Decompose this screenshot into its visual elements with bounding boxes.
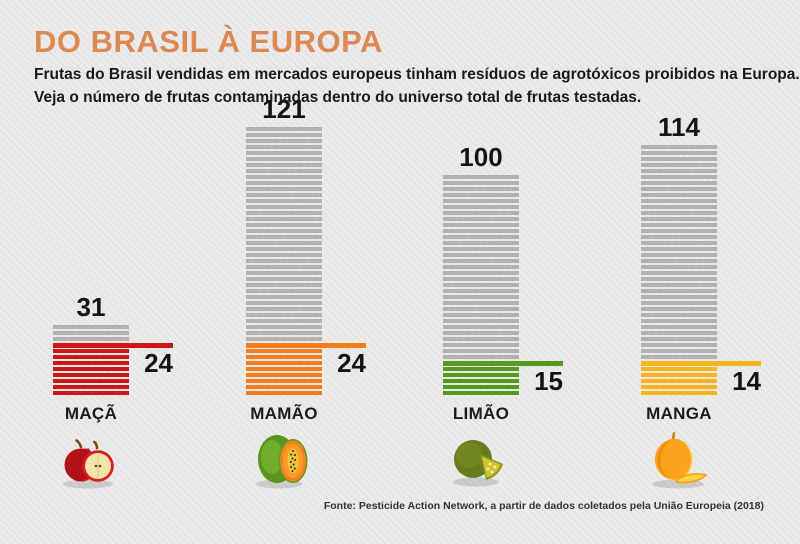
bar-contaminated [443, 361, 519, 395]
apple-icon [53, 428, 129, 490]
lime-icon [443, 428, 519, 490]
papaya-icon [246, 428, 322, 490]
contaminated-value: 15 [534, 366, 563, 396]
total-tested-value: 31 [76, 292, 106, 322]
fruit-name-label: MANGA [646, 404, 712, 423]
page-subtitle: Frutas do Brasil vendidas em mercados eu… [34, 63, 800, 109]
contaminated-value: 24 [144, 348, 173, 378]
subtitle-line-1: Frutas do Brasil vendidas em mercados eu… [34, 66, 800, 83]
total-tested-value: 114 [658, 112, 700, 142]
bar-total-tested [443, 175, 519, 361]
bar-contaminated [246, 343, 322, 395]
contaminated-marker-line [53, 343, 173, 348]
bar-total-tested [641, 145, 717, 361]
fruit-name-label: LIMÃO [452, 404, 510, 423]
fruit-name-label: MAMÃO [250, 404, 318, 423]
fruit-name-label: MAÇÃ [64, 404, 118, 423]
bar-contaminated [641, 361, 717, 395]
contaminated-marker-line [641, 361, 761, 366]
total-tested-value: 121 [262, 94, 306, 124]
contaminated-marker-line [246, 343, 366, 348]
bar-total-tested [53, 325, 129, 343]
contaminated-marker-line [443, 361, 563, 366]
contaminated-value: 24 [337, 348, 366, 378]
bar-contaminated [53, 343, 129, 395]
page-title: DO BRASIL À EUROPA [34, 24, 383, 59]
subtitle-line-2: Veja o número de frutas contaminadas den… [34, 89, 642, 106]
mango-icon [641, 428, 717, 490]
contaminated-value: 14 [732, 366, 761, 396]
source-credit: Fonte: Pesticide Action Network, a parti… [323, 500, 764, 512]
bar-total-tested [246, 127, 322, 343]
total-tested-value: 100 [459, 142, 503, 172]
